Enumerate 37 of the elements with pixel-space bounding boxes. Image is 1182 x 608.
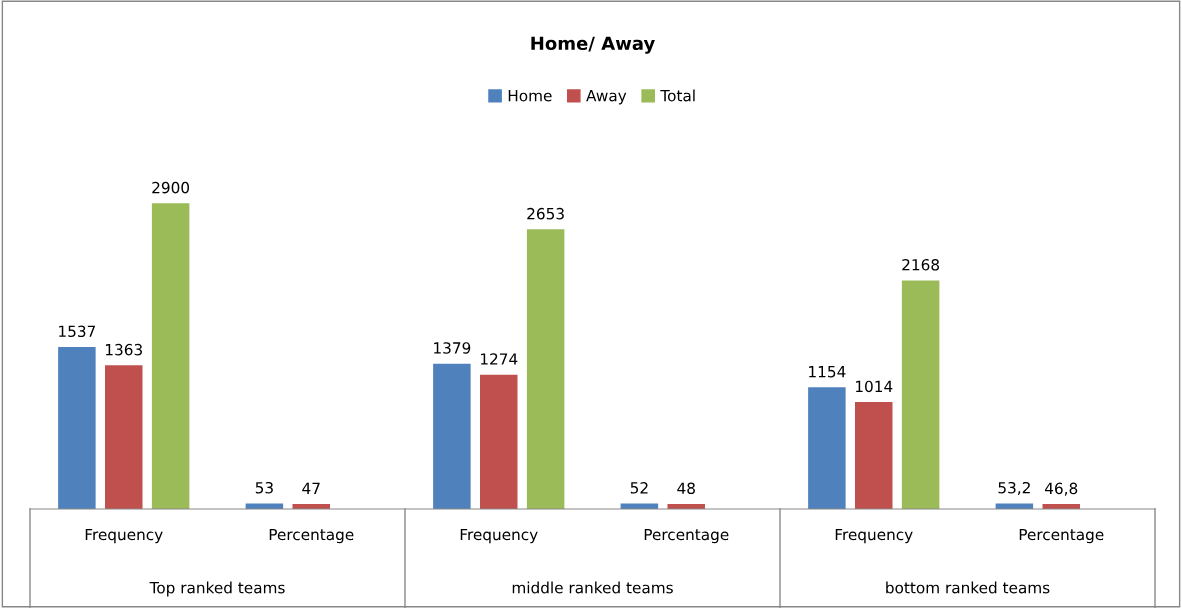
- bar: [526, 229, 565, 509]
- x-tick-label: Percentage: [644, 528, 729, 544]
- bar: [105, 365, 143, 509]
- data-label: 1379: [434, 342, 471, 354]
- data-label: 52: [630, 482, 648, 494]
- bar: [855, 402, 893, 509]
- chart-title: Home/ Away: [531, 36, 655, 54]
- data-label: 1154: [809, 366, 846, 378]
- data-label: 1274: [480, 353, 518, 365]
- bar: [151, 203, 190, 509]
- x-tick-label: Frequency: [835, 528, 913, 544]
- data-label: 1014: [855, 380, 893, 393]
- data-label: 53: [255, 481, 273, 494]
- data-label: 1537: [59, 325, 96, 338]
- data-label: 46,8: [1044, 482, 1078, 496]
- x-tick-label: Percentage: [1019, 528, 1104, 544]
- legend-label: Total: [660, 89, 695, 102]
- bar: [433, 363, 471, 509]
- x-tick-label: Percentage: [269, 528, 354, 544]
- text: bottom ranked teams: [886, 581, 1050, 594]
- bar: [58, 346, 96, 509]
- data-label: 48: [677, 482, 695, 495]
- bar: [808, 387, 846, 509]
- text: Top ranked teams: [149, 581, 285, 597]
- bar: [901, 280, 940, 509]
- bar: [480, 374, 518, 509]
- legend-label: Home: [508, 90, 552, 102]
- data-label: 47: [302, 482, 320, 494]
- x-tick-label: Frequency: [460, 528, 538, 544]
- data-label: 1363: [105, 343, 142, 356]
- text: middle ranked teams: [512, 581, 673, 594]
- data-label: 2900: [152, 181, 190, 194]
- legend-label: Away: [586, 90, 627, 105]
- data-label: 2168: [902, 258, 940, 271]
- data-label: 53,2: [998, 481, 1030, 496]
- x-tick-label: Frequency: [85, 528, 163, 544]
- data-label: 2653: [527, 207, 564, 220]
